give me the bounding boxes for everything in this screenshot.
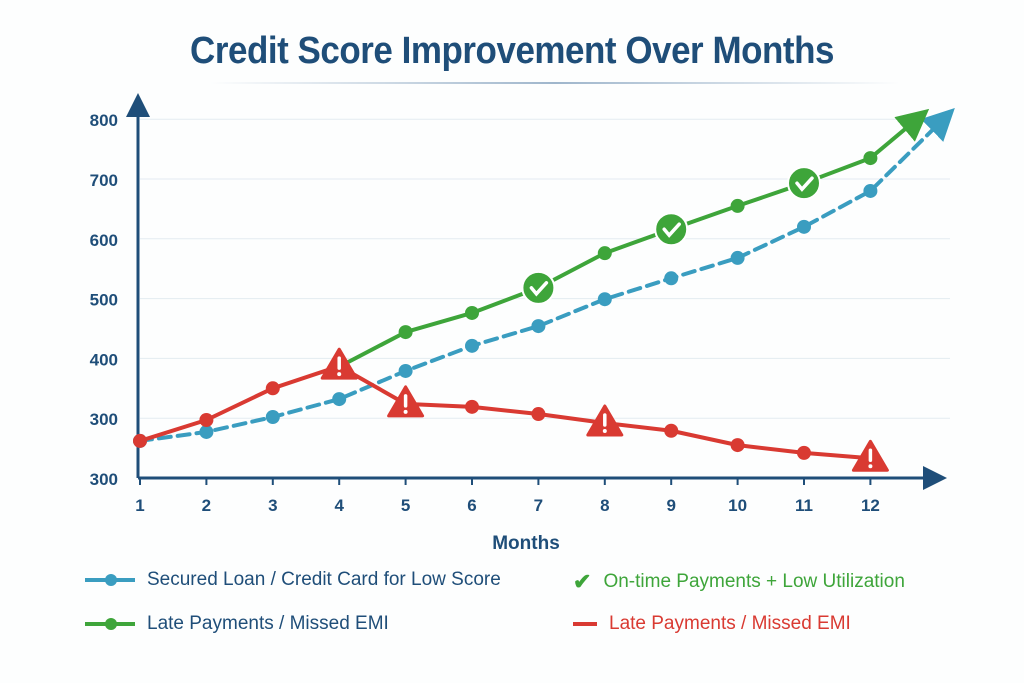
check-icon: [529, 281, 549, 297]
y-tick-label: 600: [90, 231, 118, 250]
x-tick-label: 8: [600, 496, 609, 515]
data-point: [265, 410, 280, 425]
series-line: [138, 364, 873, 461]
data-point: [265, 381, 280, 396]
data-point: [597, 246, 612, 261]
chart-title: Credit Score Improvement Over Months: [190, 30, 834, 72]
data-point: [664, 271, 679, 286]
legend-item-secured-loan: Secured Loan / Credit Card for Low Score: [85, 569, 501, 591]
y-tick-label: 700: [90, 171, 118, 190]
data-point: [332, 392, 347, 407]
line-dot-icon: [85, 618, 135, 630]
warning-dot: [337, 372, 342, 377]
data-point: [730, 198, 745, 213]
check-marker: [787, 166, 821, 201]
check-marker: [521, 270, 556, 305]
legend-label: On-time Payments + Low Utilization: [603, 571, 905, 592]
data-point: [597, 292, 612, 307]
y-tick-label: 500: [90, 291, 118, 310]
check-icon: ✔: [573, 569, 592, 594]
dash-icon: [573, 622, 597, 626]
warning-dot: [868, 464, 873, 469]
y-tick-label: 300: [90, 410, 118, 429]
legend-label: Late Payments / Missed EMI: [609, 613, 851, 634]
x-tick-label: 3: [268, 496, 277, 515]
x-tick-label: 11: [795, 496, 813, 515]
x-tick-label: 10: [728, 496, 747, 515]
warning-dot: [602, 428, 607, 433]
data-point: [863, 151, 878, 166]
data-point: [531, 319, 546, 334]
legend-label: Late Payments / Missed EMI: [147, 613, 389, 634]
y-tick-label: 400: [90, 350, 118, 369]
data-point: [199, 424, 214, 439]
check-icon: [662, 222, 681, 238]
data-point: [398, 325, 413, 340]
data-point: [797, 219, 811, 234]
x-tick-label: 9: [666, 496, 675, 515]
data-point: [465, 305, 479, 320]
y-tick-label: 800: [90, 111, 118, 130]
x-axis-label: Months: [492, 533, 560, 554]
x-tick-label: 4: [334, 496, 344, 515]
data-point: [863, 183, 878, 198]
x-tick-label: 7: [534, 496, 543, 515]
x-tick-label: 6: [467, 496, 476, 515]
x-tick-label: 1: [135, 496, 144, 515]
legend-item-on-time: ✔ On-time Payments + Low Utilization: [573, 569, 905, 595]
check-marker: [654, 212, 689, 247]
data-point: [730, 250, 745, 265]
data-point: [664, 423, 679, 438]
legend-item-late-green: Late Payments / Missed EMI: [85, 613, 389, 635]
line-dot-icon: [85, 574, 135, 586]
data-point: [465, 399, 479, 414]
data-point: [398, 363, 413, 378]
x-tick-label: 12: [861, 496, 880, 515]
warning-dot: [403, 409, 408, 414]
x-tick-label: 2: [202, 496, 211, 515]
data-point: [465, 338, 479, 353]
legend-label: Secured Loan / Credit Card for Low Score: [147, 569, 501, 590]
data-point: [133, 433, 147, 448]
x-tick-label: 5: [401, 496, 410, 515]
data-point: [730, 438, 745, 453]
data-point: [199, 412, 214, 427]
series-line: [337, 108, 930, 369]
data-point: [797, 445, 811, 460]
title-underline: [210, 82, 900, 84]
data-point: [531, 407, 546, 422]
y-tick-label: 300: [90, 470, 118, 489]
legend-item-late-red: Late Payments / Missed EMI: [573, 613, 851, 635]
check-icon: [795, 176, 814, 192]
